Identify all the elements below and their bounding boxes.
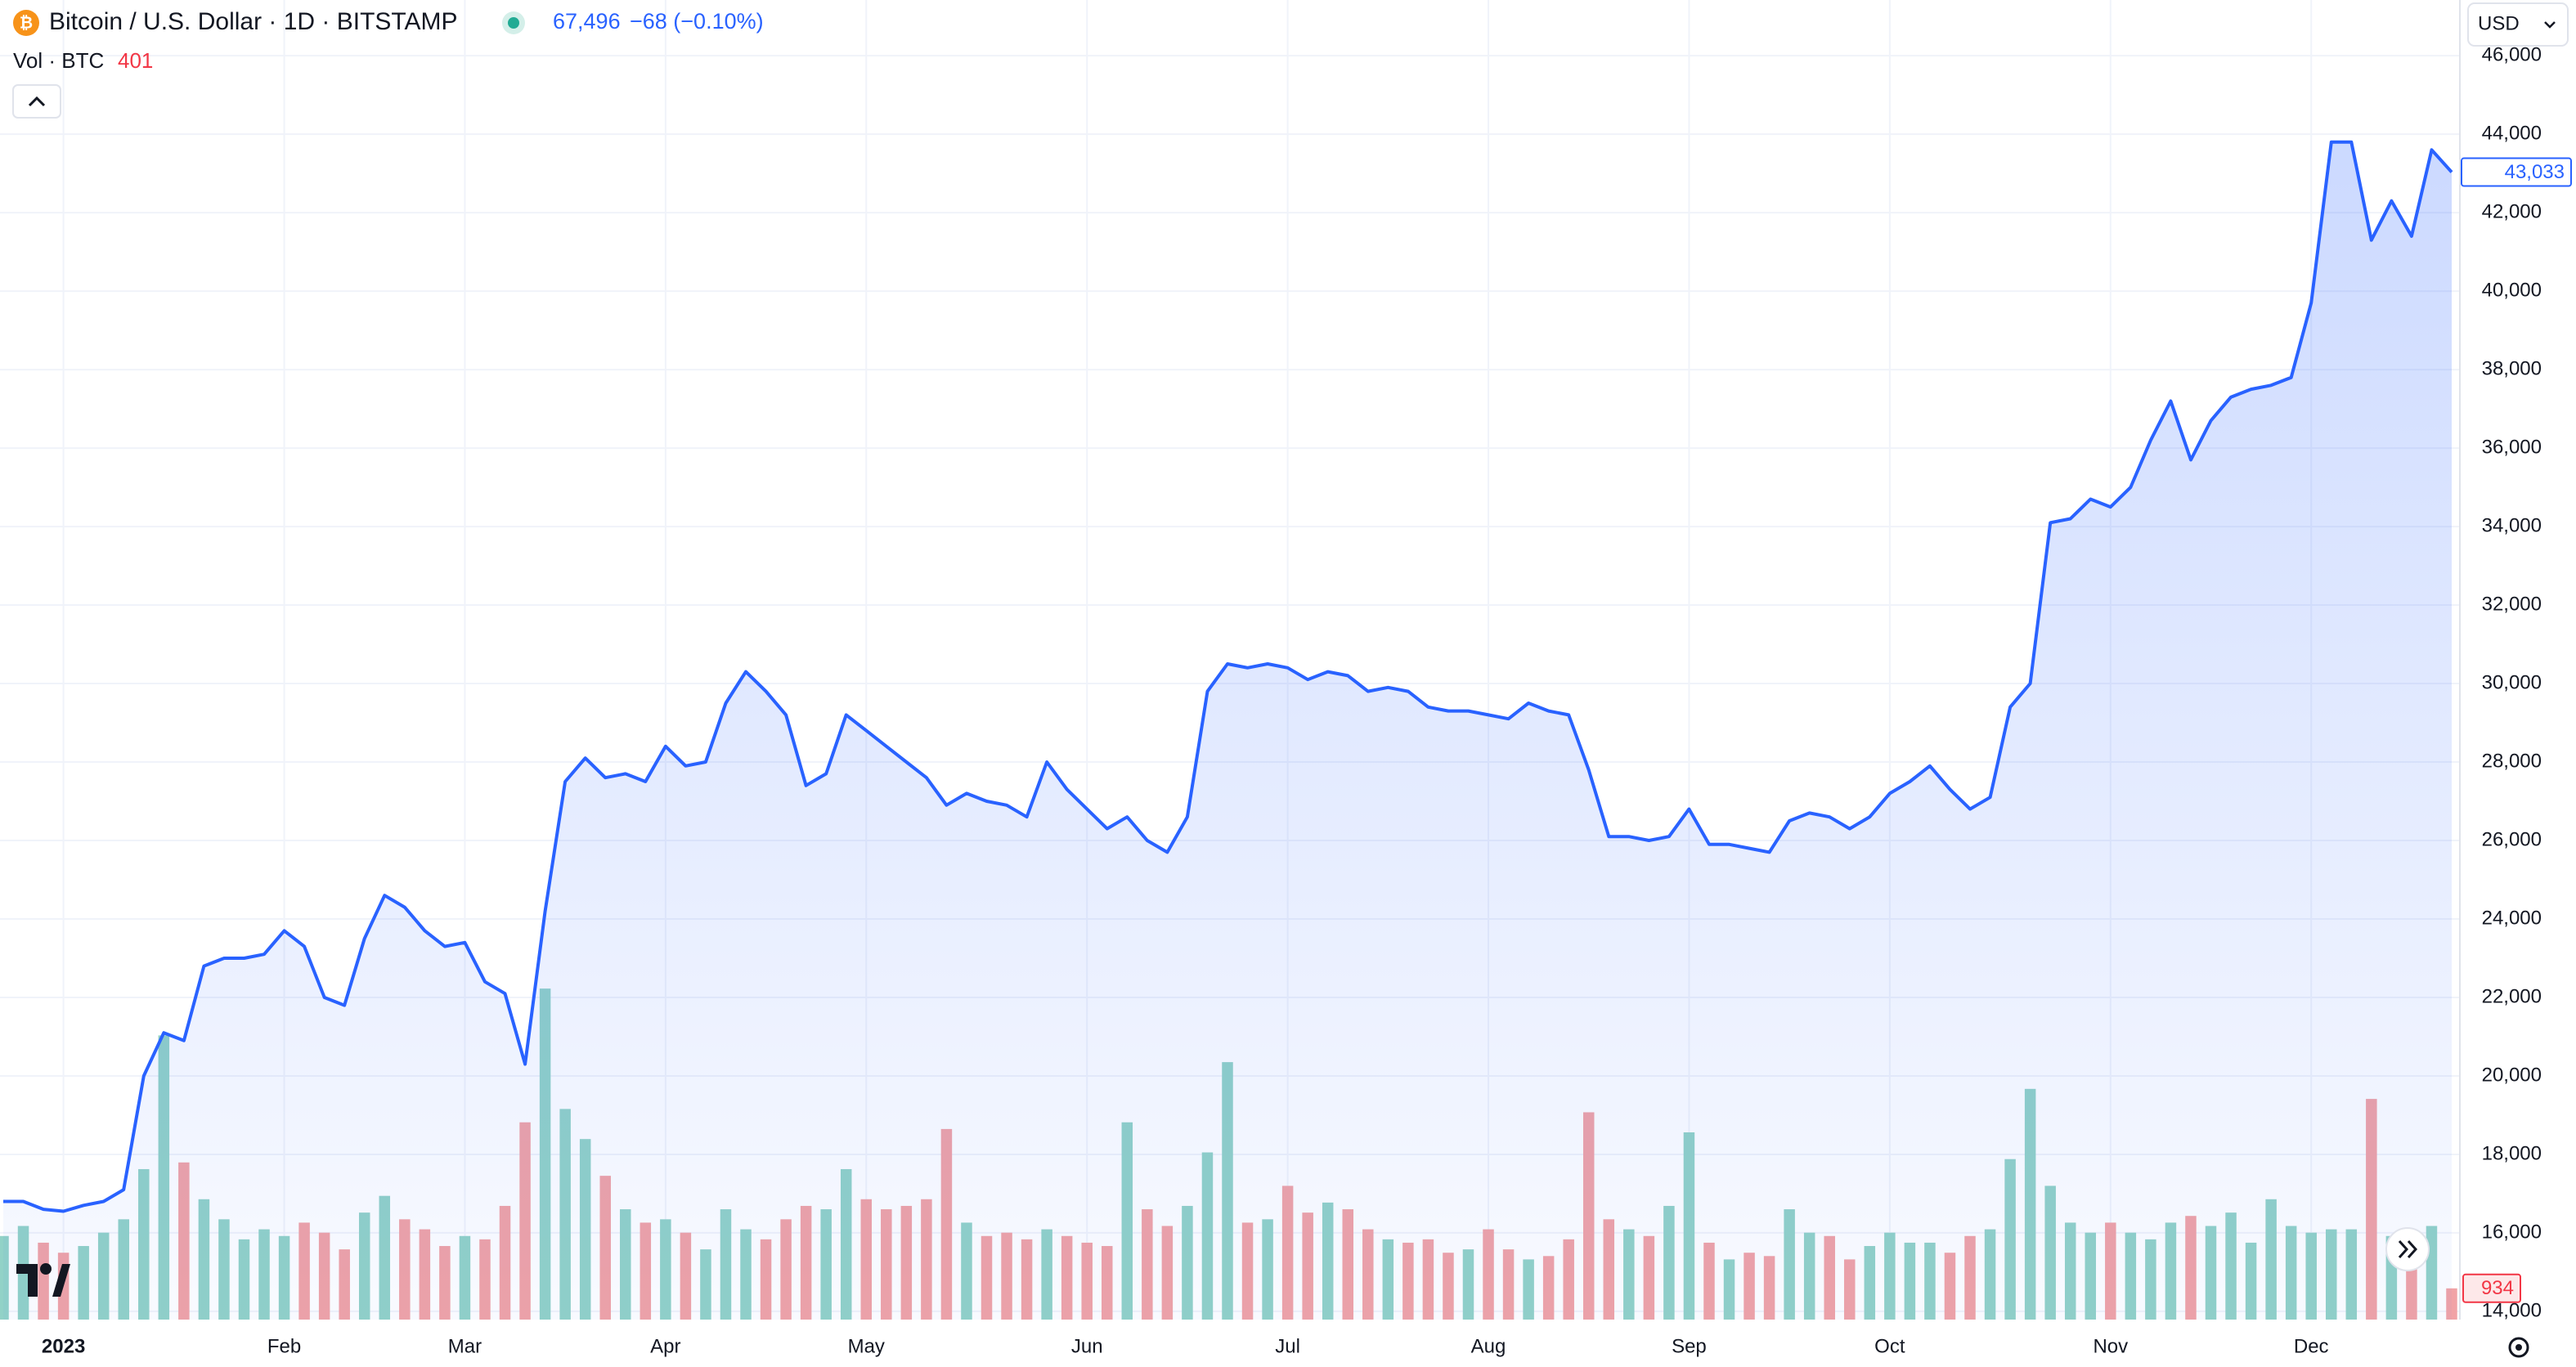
x-tick-label: Apr: [650, 1335, 680, 1357]
y-tick-label: 26,000: [2482, 828, 2542, 850]
y-tick-label: 36,000: [2482, 436, 2542, 458]
price-area: [3, 141, 2452, 1320]
x-tick-label: Sep: [1672, 1335, 1707, 1357]
symbol-title[interactable]: Bitcoin / U.S. Dollar · 1D · BITSTAMP: [49, 8, 458, 35]
y-tick-label: 40,000: [2482, 279, 2542, 301]
last-volume-box: [2462, 1273, 2521, 1303]
last-price-label: 43,033: [2505, 161, 2565, 183]
dropdown-icon: [2544, 21, 2556, 29]
collapse-button[interactable]: [12, 84, 61, 119]
x-tick-label: Aug: [1471, 1335, 1506, 1357]
x-tick-label: Jun: [1071, 1335, 1103, 1357]
y-tick-label: 46,000: [2482, 44, 2542, 66]
x-tick-label: Feb: [267, 1335, 301, 1357]
settings-icon: [2515, 1344, 2522, 1351]
x-tick-label: Nov: [2093, 1335, 2128, 1357]
x-tick-label: Oct: [1874, 1335, 1905, 1357]
price-line: [3, 140, 2453, 1213]
tradingview-logo[interactable]: [16, 1263, 70, 1297]
y-tick-label: 44,000: [2482, 122, 2542, 144]
y-tick-label: 18,000: [2482, 1142, 2542, 1164]
x-tick-label: 2023: [42, 1335, 85, 1357]
collapse-icon: [28, 96, 46, 107]
x-tick-label: Mar: [448, 1335, 482, 1357]
x-tick-label: May: [848, 1335, 885, 1357]
currency-label: USD: [2478, 12, 2520, 34]
logo-part: [16, 1264, 38, 1297]
time-axis: 2023 Feb Mar Apr May Jun Jul Aug Sep Oct Nov Dec: [42, 1335, 2329, 1357]
currency-dropdown[interactable]: [2467, 2, 2569, 47]
logo-part: [40, 1263, 52, 1275]
btc-icon: [13, 10, 39, 36]
y-tick-label: 16,000: [2482, 1221, 2542, 1243]
market-status-dot: [508, 17, 519, 29]
y-tick-label: 32,000: [2482, 593, 2542, 615]
y-tick-label: 42,000: [2482, 200, 2542, 222]
volume-title: Vol · BTC: [13, 48, 104, 73]
plot: [3, 140, 2453, 1320]
y-tick-label: 22,000: [2482, 985, 2542, 1007]
y-tick-label: 20,000: [2482, 1064, 2542, 1086]
volume-value: 401: [118, 48, 153, 73]
btc-icon-glyph: ₿: [20, 14, 33, 32]
settings-button[interactable]: [2508, 1337, 2529, 1358]
x-tick-label: Dec: [2294, 1335, 2329, 1357]
price-change: −68 (−0.10%): [630, 9, 764, 34]
y-tick-label: 38,000: [2482, 357, 2542, 379]
last-volume-label: 934: [2481, 1277, 2514, 1299]
logo-part: [52, 1264, 70, 1297]
last-price: 67,496: [553, 9, 621, 34]
last-price-box: [2461, 157, 2572, 187]
x-tick-label: Jul: [1275, 1335, 1300, 1357]
y-tick-label: 34,000: [2482, 514, 2542, 536]
price-axis: 14,00016,00018,00020,00022,00024,00026,0…: [2461, 44, 2572, 1321]
scroll-icon: [2398, 1239, 2418, 1259]
y-tick-label: 30,000: [2482, 671, 2542, 693]
y-tick-label: 28,000: [2482, 750, 2542, 772]
y-tick-label: 24,000: [2482, 907, 2542, 929]
